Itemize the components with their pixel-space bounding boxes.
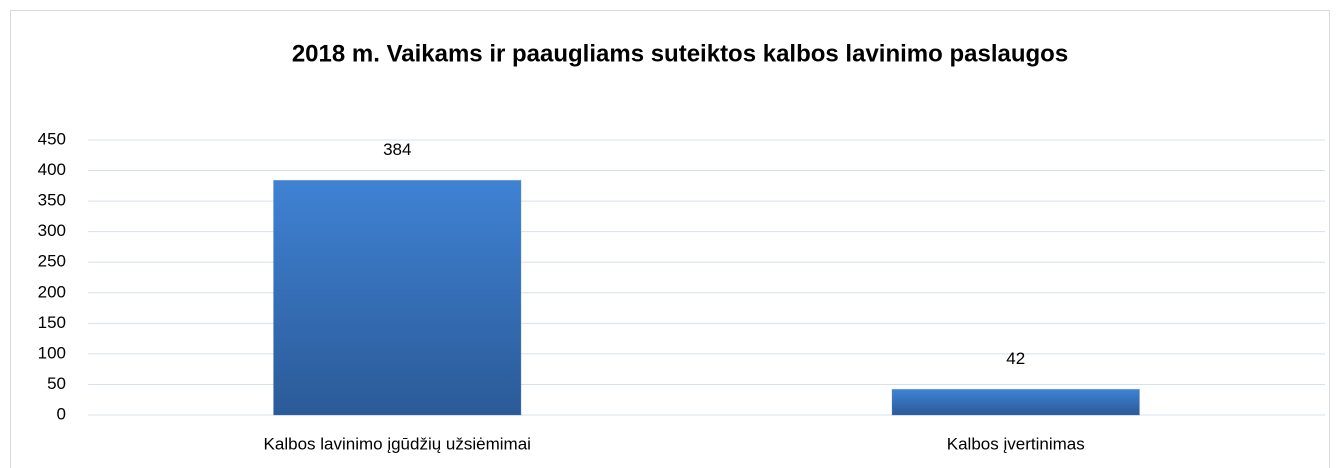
y-tick-label: 100 <box>38 343 66 362</box>
y-tick-label: 350 <box>38 191 66 210</box>
y-tick-label: 200 <box>38 282 66 301</box>
data-label: 384 <box>383 140 411 159</box>
y-tick-label: 150 <box>38 313 66 332</box>
y-tick-label: 400 <box>38 160 66 179</box>
y-tick-label: 50 <box>47 374 66 393</box>
x-tick-label: Kalbos lavinimo įgūdžių užsiėmimai <box>264 434 531 453</box>
bar <box>273 179 522 416</box>
chart-title: 2018 m. Vaikams ir paaugliams suteiktos … <box>292 40 1068 67</box>
data-label: 42 <box>1006 349 1025 368</box>
y-tick-label: 0 <box>57 404 66 423</box>
y-tick-label: 450 <box>38 129 66 148</box>
y-tick-label: 300 <box>38 221 66 240</box>
y-tick-label: 250 <box>38 252 66 271</box>
x-tick-label: Kalbos įvertinimas <box>947 434 1085 453</box>
bar <box>891 388 1140 416</box>
